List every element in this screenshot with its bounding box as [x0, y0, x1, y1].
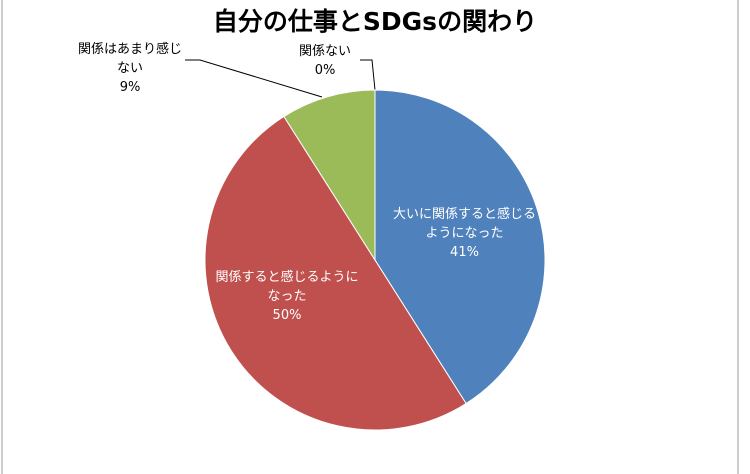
leader-line: [185, 59, 323, 98]
value-label: 0%: [314, 63, 336, 78]
leader-line: [360, 59, 376, 91]
category-label: 大いに関係すると感じるようになった: [392, 207, 536, 241]
value-label: 9%: [119, 80, 141, 95]
value-label: 50%: [272, 308, 302, 323]
pie-slice: [283, 89, 376, 262]
slice-label: 関係ない 0%: [290, 42, 360, 80]
category-label: 関係ない: [298, 44, 351, 59]
slice-label: 大いに関係すると感じるようになった 41%: [392, 205, 537, 262]
value-label: 41%: [450, 245, 479, 260]
slice-label: 関係はあまり感じない 9%: [75, 40, 185, 97]
category-label: 関係すると感じるようになった: [215, 270, 359, 304]
chart-title: 自分の仕事とSDGsの関わり: [212, 7, 538, 36]
slice-label: 関係すると感じるようになった 50%: [212, 268, 362, 325]
category-label: 関係はあまり感じない: [77, 42, 182, 76]
pie-slice: [374, 89, 546, 405]
pie-slice: [204, 115, 467, 431]
